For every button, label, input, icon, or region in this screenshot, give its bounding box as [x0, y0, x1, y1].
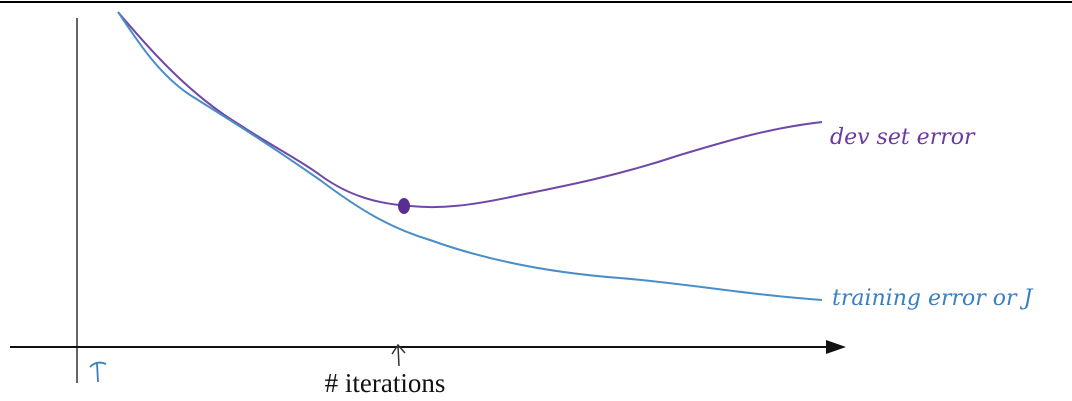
x-axis-arrow — [826, 340, 846, 354]
dev-label: dev set error — [830, 125, 976, 150]
x-axis-label: # iterations — [325, 368, 446, 398]
dev-curve — [117, 11, 823, 209]
train-curve — [117, 11, 823, 301]
train-label: training error or J — [832, 286, 1034, 311]
early-stop-point — [398, 198, 410, 214]
stop-arrow — [391, 343, 406, 367]
start-arrow — [89, 361, 107, 383]
